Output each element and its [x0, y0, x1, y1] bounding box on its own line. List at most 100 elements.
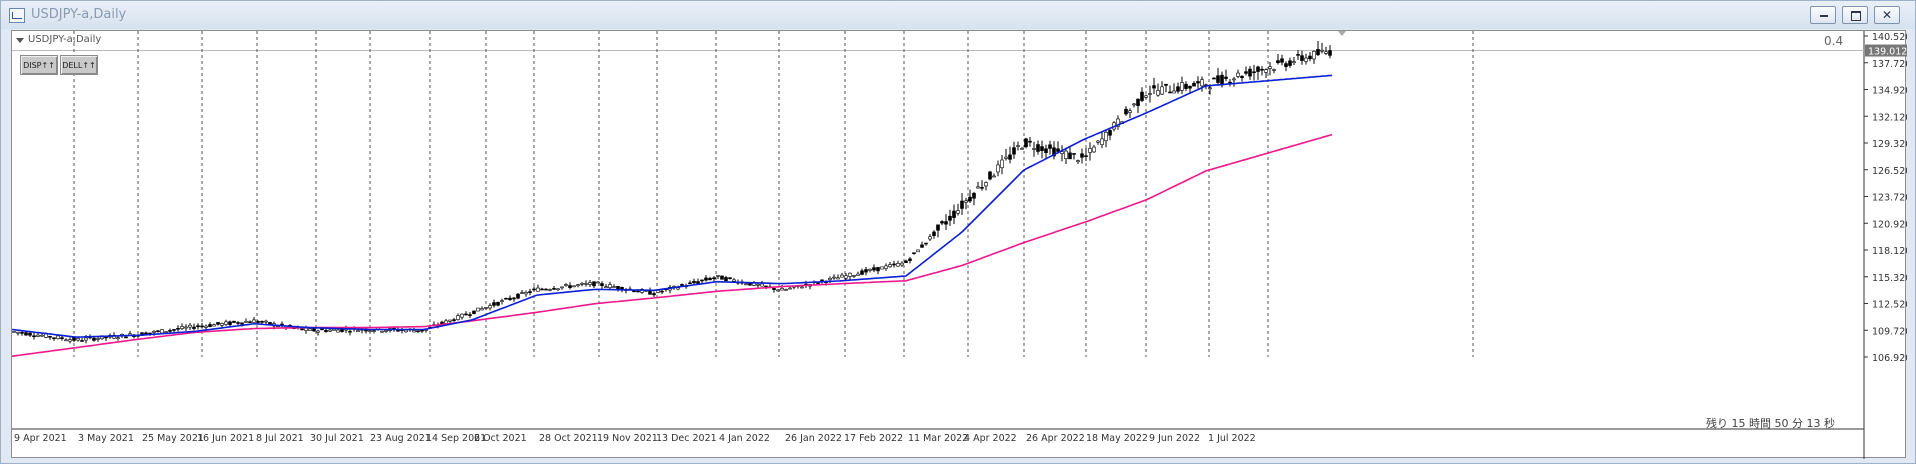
candle-body — [1184, 83, 1188, 89]
title-bar[interactable]: USDJPY-a,Daily ✕ — [1, 1, 1915, 29]
candle-body — [896, 263, 900, 267]
candle-body — [832, 276, 836, 279]
candle-body — [880, 266, 884, 270]
candle-body — [784, 289, 788, 291]
candle-body — [588, 282, 592, 285]
remaining-time: 残り 15 時間 50 分 13 秒 — [1706, 417, 1835, 430]
candle-body — [1192, 82, 1196, 87]
disp-button[interactable]: DISP↑↑ — [20, 55, 58, 75]
candle-body — [504, 297, 508, 300]
candle-body — [224, 321, 228, 325]
candle-body — [452, 319, 456, 322]
candle-body — [1200, 79, 1204, 87]
candle-body — [1316, 49, 1320, 56]
candle-body — [236, 322, 240, 324]
candle-body — [1140, 91, 1144, 101]
candle-body — [1076, 160, 1080, 163]
candle-body — [756, 283, 760, 286]
candle-body — [48, 335, 52, 338]
candle-body — [312, 328, 316, 332]
candle-body — [608, 284, 612, 288]
candle-body — [1220, 74, 1224, 86]
candle-body — [336, 329, 340, 333]
candle-body — [940, 221, 944, 224]
candle-body — [528, 291, 532, 294]
x-tick-label: 4 Apr 2022 — [964, 433, 1017, 444]
candle-body — [160, 329, 164, 334]
candle-body — [1108, 130, 1112, 136]
candle-body — [384, 330, 388, 332]
candle-body — [532, 288, 536, 291]
candle-body — [152, 330, 156, 333]
candle-body — [1084, 155, 1088, 157]
candle-body — [1148, 93, 1152, 95]
candle-body — [788, 287, 792, 290]
candle-body — [836, 277, 840, 280]
candle-body — [968, 196, 972, 202]
candle-body — [308, 328, 312, 331]
candle-body — [548, 289, 552, 291]
x-tick-label: 6 Oct 2021 — [474, 433, 527, 444]
x-tick-label: 19 Nov 2021 — [597, 433, 658, 444]
candle-body — [172, 329, 176, 331]
candle-body — [524, 292, 528, 295]
candle-body — [1280, 58, 1284, 63]
candle-body — [980, 187, 984, 189]
candle-body — [480, 308, 484, 311]
y-tick-label: 109.720 — [1872, 326, 1907, 337]
candle-body — [800, 286, 804, 289]
candle-body — [1052, 147, 1056, 157]
candle-body — [476, 307, 480, 312]
candle-body — [1216, 75, 1220, 83]
candle-body — [660, 290, 664, 293]
candle-body — [356, 330, 360, 333]
y-tick-label: 115.320 — [1872, 273, 1907, 284]
x-tick-label: 9 Jun 2022 — [1149, 433, 1200, 444]
candle-body — [1072, 153, 1076, 155]
candle-body — [704, 277, 708, 281]
candle-body — [1276, 60, 1280, 64]
candle-body — [976, 186, 980, 189]
candle-body — [1064, 150, 1068, 159]
candle-body — [1188, 85, 1192, 89]
candle-body — [716, 274, 720, 277]
candle-body — [20, 332, 24, 334]
candle-body — [252, 319, 256, 323]
x-tick-label: 25 May 2021 — [142, 433, 204, 444]
candle-body — [720, 275, 724, 280]
restore-button[interactable] — [1842, 6, 1868, 24]
chart-window-icon — [9, 8, 25, 23]
candle-body — [916, 249, 920, 253]
candle-body — [36, 334, 40, 337]
minimize-button[interactable] — [1810, 6, 1836, 24]
candle-body — [204, 325, 208, 328]
candle-body — [404, 329, 408, 333]
candle-body — [780, 288, 784, 291]
candle-body — [900, 262, 904, 266]
candle-body — [888, 264, 892, 268]
chart-area[interactable]: 140.520 137.720 134.920 132.120 129.320 126.5… — [11, 30, 1907, 459]
candle-body — [772, 288, 776, 290]
candle-body — [632, 290, 636, 293]
candle-body — [1300, 55, 1304, 61]
candle-body — [692, 281, 696, 284]
candle-body — [636, 290, 640, 293]
candle-body — [1212, 77, 1216, 80]
candle-body — [1236, 72, 1240, 77]
candle-body — [1004, 156, 1008, 159]
candle-body — [492, 302, 496, 306]
candle-body — [1264, 69, 1268, 73]
candle-body — [948, 215, 952, 221]
x-tick-label: 18 May 2022 — [1086, 433, 1148, 444]
candle-body — [840, 274, 844, 278]
x-tick-label: 4 Jan 2022 — [719, 433, 770, 444]
chart-menu-triangle-icon[interactable] — [16, 38, 24, 43]
candle-body — [164, 331, 168, 333]
candle-body — [232, 320, 236, 323]
close-button[interactable]: ✕ — [1874, 6, 1900, 24]
candle-body — [848, 272, 852, 277]
candle-body — [1032, 148, 1036, 150]
candle-body — [1312, 51, 1316, 60]
dell-button[interactable]: DELL↑↑ — [60, 55, 98, 75]
x-tick-label: 1 Jul 2022 — [1208, 433, 1256, 444]
